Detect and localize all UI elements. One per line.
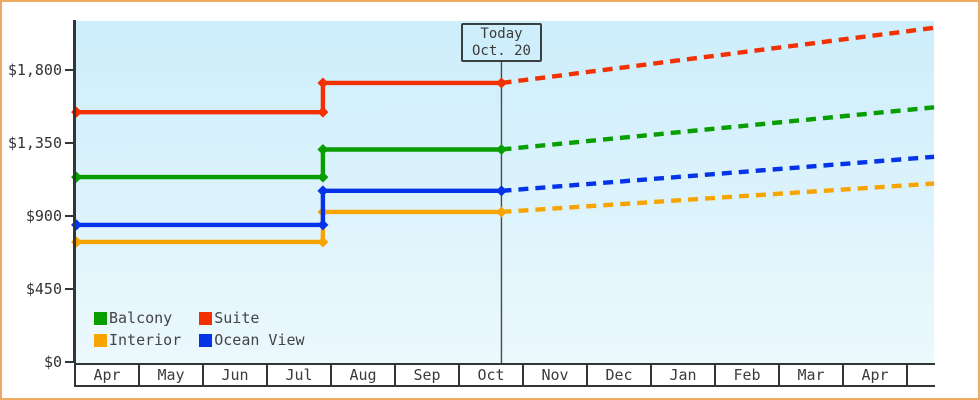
y-axis-label: $1,800	[7, 60, 62, 79]
month-cell-apr: Apr	[76, 365, 140, 385]
month-cell-oct: Oct	[460, 365, 524, 385]
month-cell-feb: Feb	[716, 365, 780, 385]
legend-swatch-icon	[199, 333, 213, 347]
y-axis-tick	[65, 215, 74, 217]
legend-label: Suite	[214, 309, 260, 327]
y-axis-line	[73, 20, 76, 363]
y-axis-tick	[65, 288, 74, 290]
month-cell-filler	[908, 365, 935, 385]
today-box-title: Today	[480, 25, 523, 42]
month-cell-jun: Jun	[204, 365, 268, 385]
y-axis-tick	[65, 69, 74, 71]
legend-label: Interior	[109, 331, 182, 349]
y-axis-label: $900	[25, 206, 62, 225]
month-cell-sep: Sep	[396, 365, 460, 385]
y-axis-label: $450	[25, 279, 62, 298]
month-cell-jan: Jan	[652, 365, 716, 385]
month-cell-jul: Jul	[268, 365, 332, 385]
legend-item-interior: Interior	[94, 331, 181, 349]
today-box: Today Oct. 20	[461, 23, 542, 62]
y-axis-label: $1,350	[7, 133, 62, 152]
legend: Balcony Suite Interior Ocean View	[94, 309, 305, 349]
x-axis-months: Apr May Jun Jul Aug Sep Oct Nov Dec Jan Feb Mar Apr	[74, 363, 935, 387]
legend-label: Balcony	[109, 309, 173, 327]
month-cell-nov: Nov	[524, 365, 588, 385]
legend-swatch-icon	[94, 333, 107, 347]
legend-item-balcony: Balcony	[94, 309, 181, 327]
legend-item-suite: Suite	[199, 309, 304, 327]
month-cell-apr: Apr	[844, 365, 908, 385]
month-cell-dec: Dec	[588, 365, 652, 385]
legend-label: Ocean View	[214, 331, 305, 349]
month-cell-may: May	[140, 365, 204, 385]
legend-swatch-icon	[199, 311, 213, 325]
y-axis-tick	[65, 142, 74, 144]
month-cell-aug: Aug	[332, 365, 396, 385]
y-axis-tick	[65, 361, 74, 363]
legend-item-ocean-view: Ocean View	[199, 331, 305, 349]
y-axis-label: $0	[43, 352, 62, 371]
today-box-date: Oct. 20	[471, 42, 531, 59]
month-cell-mar: Mar	[780, 365, 844, 385]
legend-swatch-icon	[94, 311, 107, 325]
